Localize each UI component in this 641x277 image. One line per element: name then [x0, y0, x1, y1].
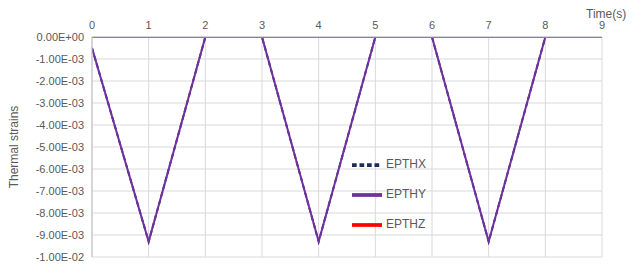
svg-text:3: 3 — [259, 19, 265, 31]
html-text:EPTHX: EPTHX — [386, 157, 426, 172]
svg-text:-7.00E-03: -7.00E-03 — [36, 185, 84, 197]
svg-text:-9.00E-03: -9.00E-03 — [36, 229, 84, 241]
svg-text:-5.00E-03: -5.00E-03 — [36, 141, 84, 153]
svg-text:-4.00E-03: -4.00E-03 — [36, 119, 84, 131]
svg-text:-2.00E-03: -2.00E-03 — [36, 75, 84, 87]
svg-text:4: 4 — [316, 19, 322, 31]
svg-text:0.00E+00: 0.00E+00 — [37, 31, 84, 43]
svg-text:6: 6 — [429, 19, 435, 31]
svg-text:9: 9 — [598, 19, 606, 31]
svg-text:7: 7 — [486, 19, 492, 31]
svg-text:8: 8 — [542, 19, 548, 31]
svg-text:-6.00E-03: -6.00E-03 — [36, 163, 84, 175]
svg-text:-1.00E-03: -1.00E-03 — [36, 53, 84, 65]
svg-text:-1.00E-02: -1.00E-02 — [36, 251, 84, 263]
svg-text:2: 2 — [202, 19, 208, 31]
svg-text:Thermal strains: Thermal strains — [8, 106, 21, 189]
svg-text:-8.00E-03: -8.00E-03 — [36, 207, 84, 219]
html-text:EPTHZ: EPTHZ — [386, 217, 426, 232]
html-text:Time(s): Time(s) — [586, 7, 627, 21]
svg-text:5: 5 — [372, 19, 378, 31]
svg-text:1: 1 — [146, 19, 152, 31]
svg-text:-3.00E-03: -3.00E-03 — [36, 97, 84, 109]
html-text:EPTHY: EPTHY — [386, 187, 426, 202]
svg-text:0: 0 — [89, 19, 95, 31]
